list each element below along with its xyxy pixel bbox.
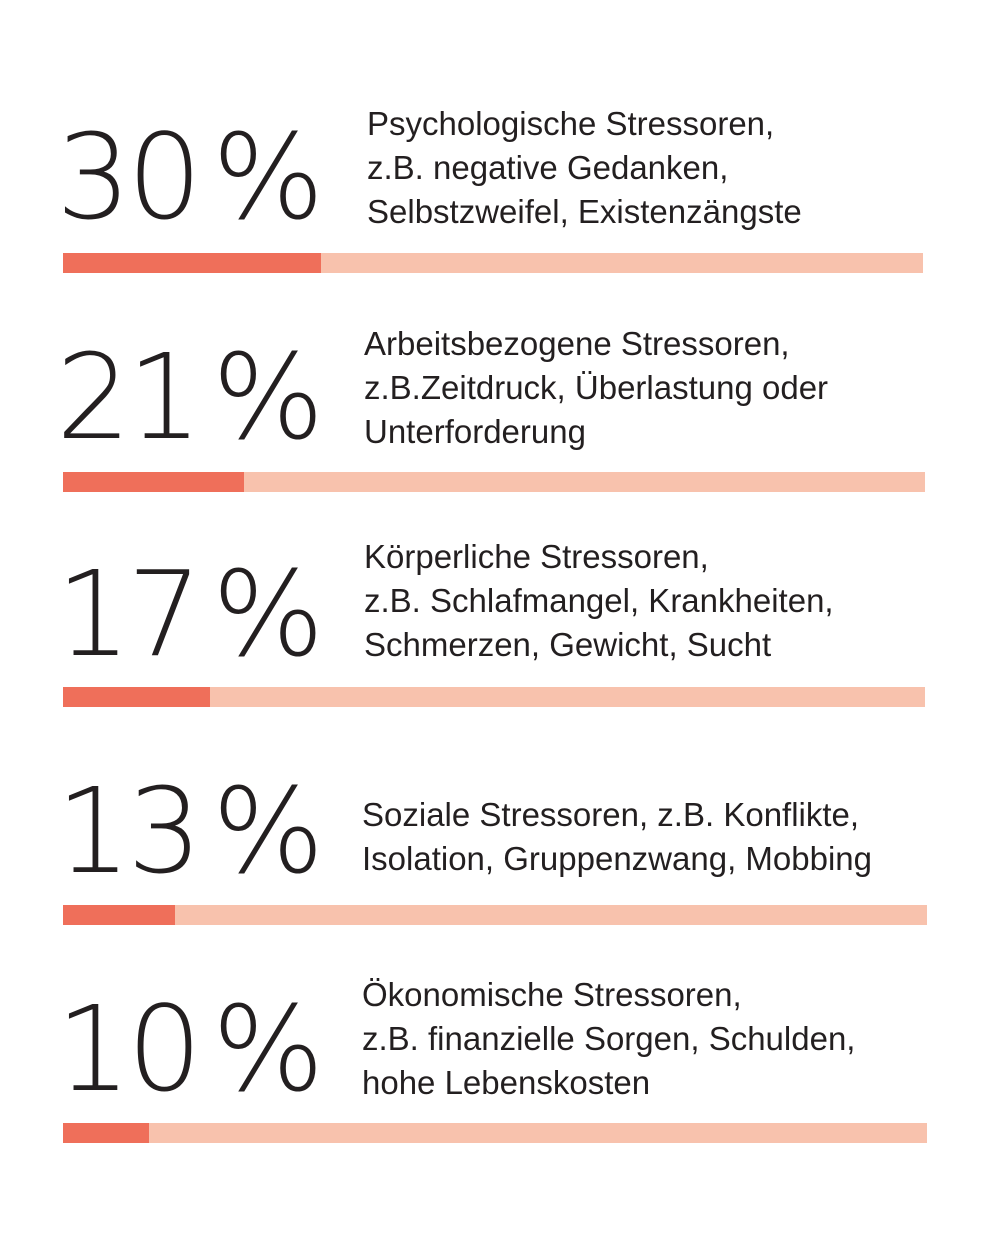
bar-track xyxy=(63,687,925,707)
percentage-number: 13 xyxy=(56,762,202,900)
description-line: z.B. finanzielle Sorgen, Schulden, xyxy=(362,1020,856,1057)
stressor-description: Soziale Stressoren, z.B. Konflikte, Isol… xyxy=(362,793,872,881)
percentage-value: 13% xyxy=(56,762,324,900)
percentage-value: 30% xyxy=(56,108,324,246)
percentage-value: 21% xyxy=(56,328,324,466)
stressor-description: Ökonomische Stressoren, z.B. finanzielle… xyxy=(362,973,855,1105)
bar-fill xyxy=(63,687,210,707)
stressor-description: Arbeitsbezogene Stressoren, z.B.Zeitdruc… xyxy=(364,322,828,454)
stressor-description: Psychologische Stressoren, z.B. negative… xyxy=(367,102,802,234)
description-line: z.B. negative Gedanken, xyxy=(367,149,729,186)
bar-track xyxy=(63,905,927,925)
percentage-value: 17% xyxy=(56,545,324,683)
percentage-value: 10% xyxy=(56,980,324,1118)
description-line: z.B. Schlafmangel, Krankheiten, xyxy=(364,582,834,619)
description-line: Schmerzen, Gewicht, Sucht xyxy=(364,626,772,663)
bar-track xyxy=(63,253,923,273)
bar-fill xyxy=(63,905,176,925)
description-line: hohe Lebenskosten xyxy=(362,1064,651,1101)
bar-track xyxy=(63,1123,927,1143)
description-line: Psychologische Stressoren, xyxy=(367,105,775,142)
percentage-number: 21 xyxy=(56,328,202,466)
percentage-number: 30 xyxy=(56,108,202,246)
percent-sign: % xyxy=(212,762,324,900)
percentage-number: 10 xyxy=(56,980,202,1118)
description-line: Unterforderung xyxy=(364,413,586,450)
description-line: Isolation, Gruppenzwang, Mobbing xyxy=(362,840,872,877)
percent-sign: % xyxy=(212,545,324,683)
stressor-description: Körperliche Stressoren, z.B. Schlafmange… xyxy=(364,535,834,667)
description-line: Körperliche Stressoren, xyxy=(364,538,709,575)
bar-fill xyxy=(63,253,321,273)
description-line: z.B.Zeitdruck, Überlastung oder xyxy=(364,369,829,406)
bar-fill xyxy=(63,472,245,492)
description-line: Ökonomische Stressoren, xyxy=(362,976,742,1013)
percent-sign: % xyxy=(212,328,324,466)
percent-sign: % xyxy=(212,108,324,246)
bar-track xyxy=(63,472,925,492)
description-line: Selbstzweifel, Existenzängste xyxy=(367,193,802,230)
description-line: Arbeitsbezogene Stressoren, xyxy=(364,325,790,362)
bar-fill xyxy=(63,1123,150,1143)
description-line: Soziale Stressoren, z.B. Konflikte, xyxy=(362,796,860,833)
percent-sign: % xyxy=(212,980,324,1118)
percentage-number: 17 xyxy=(56,545,202,683)
